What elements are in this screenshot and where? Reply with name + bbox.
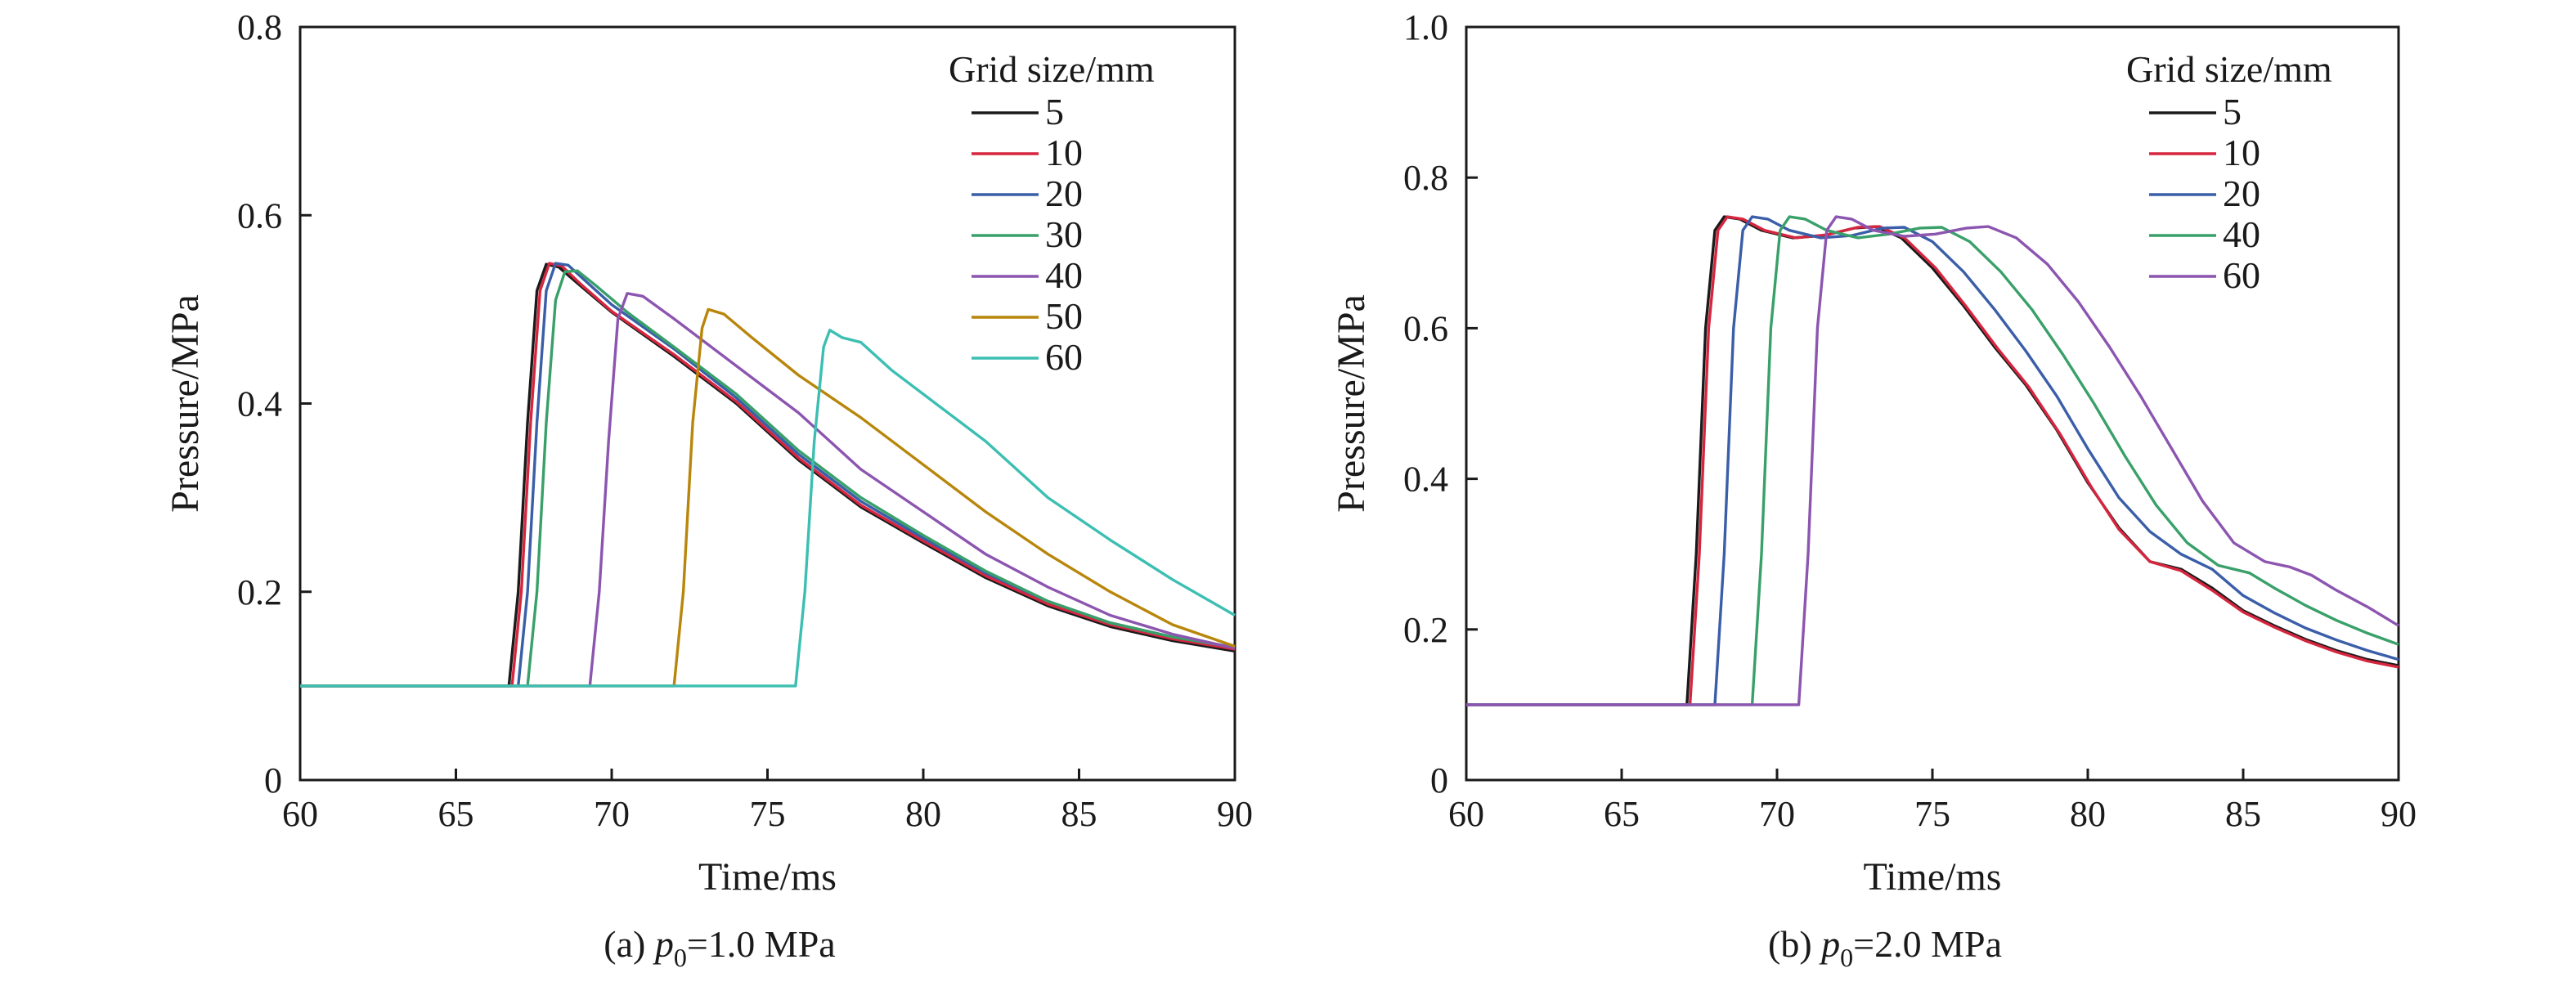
- chart-b-y-tick-label: 0.6: [1403, 308, 1448, 348]
- chart-panel-a: 60 65 70 75 80 85 90 0 0.2 0.4 0.6 0.8 Time/ms Pressu…: [164, 7, 1253, 972]
- chart-b-series-line-10: [1466, 215, 2399, 706]
- chart-a-legend-label-30: 30: [1045, 213, 1083, 255]
- chart-a-x-axis-label: Time/ms: [698, 855, 837, 899]
- chart-b-legend-label-20: 20: [2223, 173, 2260, 214]
- chart-a-x-tick-label: 90: [1217, 794, 1253, 834]
- chart-a-legend-label-60: 60: [1045, 336, 1083, 378]
- chart-a-series-line-10: [300, 262, 1236, 688]
- chart-b-x-axis-label: Time/ms: [1864, 855, 2002, 899]
- chart-b-y-tick-label: 0.2: [1403, 610, 1448, 650]
- chart-a-series-line-5: [300, 262, 1236, 688]
- chart-a-series-line-40: [300, 292, 1236, 688]
- chart-a-x-tick-label: 60: [282, 794, 318, 834]
- chart-a-legend-label-50: 50: [1045, 295, 1083, 337]
- chart-b-series-line-60: [1466, 215, 2399, 706]
- chart-b-y-tick-label: 0: [1430, 760, 1448, 800]
- chart-b-caption-suffix: =2.0 MPa: [1853, 923, 2002, 965]
- chart-b-y-tick-label: 0.4: [1403, 460, 1448, 500]
- chart-a-caption-suffix: =1.0 MPa: [687, 923, 836, 965]
- chart-a-x-tick-label: 85: [1061, 794, 1097, 834]
- chart-b-caption-prefix: (b): [1768, 923, 1821, 965]
- chart-a-caption: (a) p0=1.0 MPa: [604, 923, 835, 972]
- chart-panel-b: 60 65 70 75 80 85 90 0 0.2 0.4 0.6 0.8 1.0 Time/ms Pre…: [1330, 7, 2417, 972]
- chart-b-y-tick-label: 1.0: [1403, 7, 1448, 47]
- chart-b-legend-title: Grid size/mm: [2126, 48, 2332, 90]
- chart-a-caption-prefix: (a): [604, 923, 655, 965]
- chart-a-x-tick-label: 80: [905, 794, 941, 834]
- chart-b-y-axis-label: Pressure/MPa: [1330, 294, 1373, 513]
- chart-b-caption-sub: 0: [1840, 943, 1853, 972]
- chart-b-x-tick-label: 80: [2070, 794, 2106, 834]
- chart-b-x-tick-label: 75: [1914, 794, 1950, 834]
- chart-a-y-tick-label: 0: [264, 760, 282, 800]
- chart-a-y-tick-label: 0.6: [237, 195, 282, 235]
- chart-a-series-line-30: [300, 269, 1236, 688]
- chart-a-y-tick-label: 0.8: [237, 7, 282, 47]
- chart-b-legend-label-60: 60: [2223, 254, 2260, 296]
- chart-b-x-tick-label: 65: [1604, 794, 1640, 834]
- chart-a-y-axis-label: Pressure/MPa: [164, 294, 207, 513]
- chart-a-caption-var: p: [653, 923, 674, 965]
- chart-b-legend-label-10: 10: [2223, 132, 2260, 173]
- chart-a-caption-sub: 0: [674, 943, 687, 972]
- chart-a-series-line-60: [300, 329, 1236, 688]
- chart-b-caption: (b) p0=2.0 MPa: [1768, 923, 2002, 972]
- chart-a-y-tick-label: 0.4: [237, 384, 282, 424]
- chart-a-plot-frame: [298, 25, 1236, 782]
- chart-a-x-tick-label: 65: [438, 794, 474, 834]
- chart-b-x-tick-label: 85: [2225, 794, 2261, 834]
- chart-a-legend-title: Grid size/mm: [949, 48, 1155, 90]
- chart-a-series-line-50: [300, 307, 1236, 688]
- chart-b-caption-var: p: [1819, 923, 1840, 965]
- chart-a-legend-label-40: 40: [1045, 254, 1083, 296]
- chart-a-legend-label-5: 5: [1045, 91, 1064, 132]
- chart-a-legend-label-10: 10: [1045, 132, 1083, 173]
- chart-a-x-tick-label: 70: [594, 794, 630, 834]
- chart-b-series-line-40: [1466, 215, 2399, 706]
- chart-b-x-tick-label: 70: [1759, 794, 1795, 834]
- chart-a-legend-label-20: 20: [1045, 173, 1083, 214]
- chart-a-x-tick-label: 75: [750, 794, 786, 834]
- chart-a-y-tick-label: 0.2: [237, 572, 282, 612]
- chart-b-legend-label-40: 40: [2223, 213, 2260, 255]
- chart-b-series-line-20: [1466, 215, 2399, 706]
- chart-b-legend-label-5: 5: [2223, 91, 2242, 132]
- chart-b-x-tick-label: 60: [1448, 794, 1484, 834]
- chart-b-y-tick-label: 0.8: [1403, 158, 1448, 198]
- chart-b-x-tick-label: 90: [2381, 794, 2417, 834]
